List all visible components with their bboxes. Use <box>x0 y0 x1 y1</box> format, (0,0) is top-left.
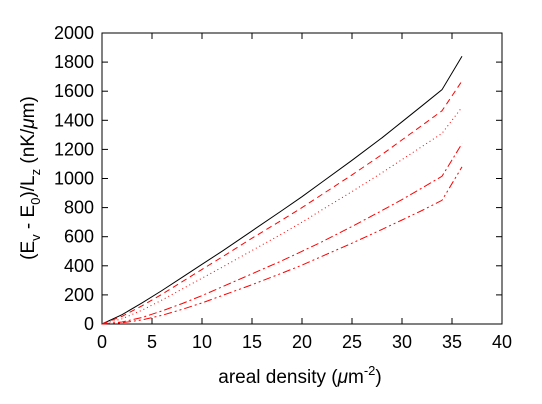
series-line-2 <box>101 80 463 325</box>
y-tick-label: 1000 <box>54 169 94 189</box>
series-line-4 <box>101 143 463 325</box>
x-axis-title-m: m <box>348 367 364 388</box>
axis-ticks: 0 5 10 15 20 25 30 35 40020040060080010001200140… <box>54 23 512 352</box>
y-axis-title-sub-0: 0 <box>28 198 43 205</box>
x-tick-label: 30 <box>392 332 412 352</box>
y-tick-label: 1400 <box>54 110 94 130</box>
x-axis-title: areal density (μm-2) <box>218 363 381 388</box>
x-axis-title-post: ) <box>375 367 381 388</box>
x-tick-label: 20 <box>292 332 312 352</box>
x-tick-label: 5 <box>147 332 157 352</box>
y-tick-label: 400 <box>64 256 94 276</box>
series-line-1 <box>101 56 463 325</box>
y-tick-label: 1200 <box>54 139 94 159</box>
y-axis-title-mu: μ <box>18 118 39 130</box>
y-tick-label: 1800 <box>54 52 94 72</box>
series-line-3 <box>101 106 463 325</box>
x-tick-label: 10 <box>192 332 212 352</box>
x-axis-title-pre: areal density ( <box>218 367 338 388</box>
y-axis-title-end: m) <box>18 96 39 118</box>
x-tick-label: 35 <box>442 332 462 352</box>
y-tick-label: 800 <box>64 198 94 218</box>
series-group <box>101 56 463 325</box>
y-axis-title-sub-z: z <box>28 169 43 176</box>
y-axis-title: (Ev - E0)/Lz (nK/μm) <box>18 96 43 260</box>
y-tick-label: 600 <box>64 227 94 247</box>
x-axis-title-mu: μ <box>337 367 349 388</box>
y-tick-label: 1600 <box>54 81 94 101</box>
x-tick-label: 15 <box>242 332 262 352</box>
x-tick-label: 40 <box>492 332 512 352</box>
x-axis-title-exp: -2 <box>364 363 376 378</box>
y-axis-title-post: (nK/ <box>18 128 39 169</box>
y-tick-label: 200 <box>64 285 94 305</box>
y-axis-title-mid: - E <box>18 205 39 235</box>
series-line-5 <box>101 166 463 325</box>
y-axis-title-pre: (E <box>18 241 39 260</box>
y-tick-label: 2000 <box>54 23 94 43</box>
x-tick-label: 25 <box>342 332 362 352</box>
y-axis-title-sub-v: v <box>28 234 43 241</box>
plot-frame <box>101 32 503 325</box>
y-tick-label: 0 <box>84 314 94 334</box>
x-tick-label: 0 <box>97 332 107 352</box>
y-axis-title-mid2: )/L <box>18 175 39 197</box>
